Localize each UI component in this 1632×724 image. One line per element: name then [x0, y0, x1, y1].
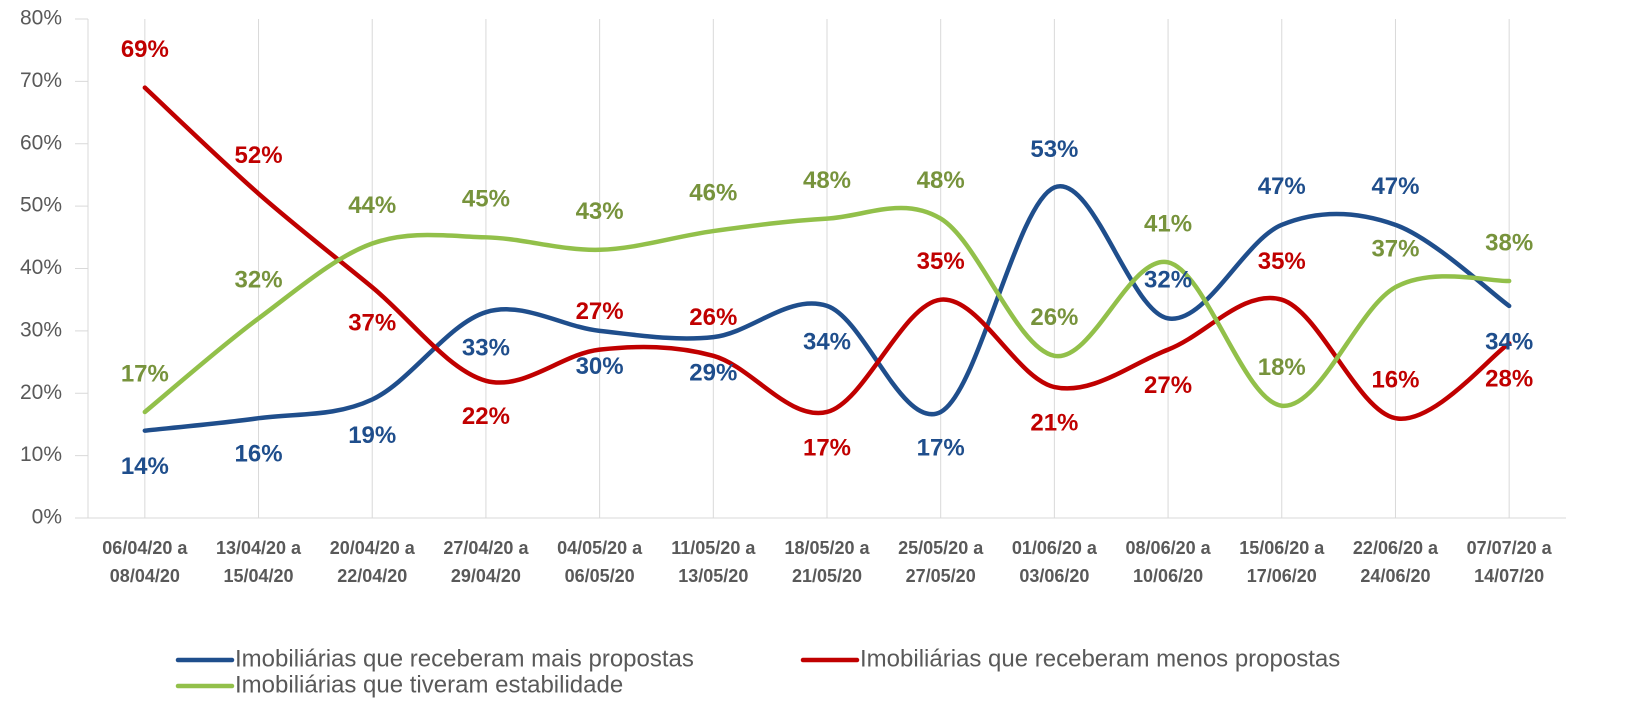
x-tick-label: 13/04/20 a 15/04/20 — [216, 538, 302, 586]
x-tick-line: 13/04/20 a — [216, 538, 302, 558]
x-tick-label: 20/04/20 a 22/04/20 — [330, 538, 416, 586]
x-tick-line: 15/04/20 — [223, 566, 293, 586]
x-tick-label: 01/06/20 a 03/06/20 — [1012, 538, 1098, 586]
data-label: 17% — [121, 360, 169, 387]
data-label: 34% — [1485, 328, 1533, 355]
x-tick-label: 11/05/20 a 13/05/20 — [671, 538, 756, 586]
data-label: 16% — [1371, 367, 1419, 394]
data-label: 29% — [689, 359, 737, 386]
x-tick-line: 22/06/20 a — [1353, 538, 1439, 558]
x-tick-label: 07/07/20 a 14/07/20 — [1467, 538, 1553, 586]
data-label: 38% — [1485, 229, 1533, 256]
x-tick-line: 21/05/20 — [792, 566, 862, 586]
x-tick-line: 08/06/20 a — [1126, 538, 1212, 558]
x-tick-line: 17/06/20 — [1247, 566, 1317, 586]
data-label: 16% — [235, 441, 283, 468]
x-tick-line: 18/05/20 a — [784, 538, 870, 558]
data-label: 35% — [917, 248, 965, 275]
data-label: 28% — [1485, 366, 1533, 393]
data-label: 32% — [235, 267, 283, 294]
legend-label: Imobiliárias que receberam mais proposta… — [235, 645, 694, 672]
x-tick-line: 11/05/20 a — [671, 538, 756, 558]
x-tick-line: 15/06/20 a — [1239, 538, 1325, 558]
x-tick-line: 27/05/20 — [906, 566, 976, 586]
x-tick-line: 01/06/20 a — [1012, 538, 1098, 558]
y-tick-label: 70% — [20, 69, 62, 92]
data-label: 37% — [348, 310, 396, 337]
data-label: 17% — [917, 434, 965, 461]
x-tick-line: 03/06/20 — [1019, 566, 1089, 586]
data-label: 26% — [1030, 304, 1078, 331]
x-tick-line: 24/06/20 — [1360, 566, 1430, 586]
data-label: 44% — [348, 192, 396, 219]
x-tick-line: 14/07/20 — [1474, 566, 1544, 586]
y-tick-label: 20% — [20, 381, 62, 404]
data-label: 48% — [803, 167, 851, 194]
data-label: 41% — [1144, 211, 1192, 238]
data-label: 46% — [689, 179, 737, 206]
x-tick-line: 08/04/20 — [110, 566, 180, 586]
x-tick-label: 27/04/20 a 29/04/20 — [443, 538, 529, 586]
x-tick-label: 06/04/20 a 08/04/20 — [102, 538, 188, 586]
x-tick-line: 13/05/20 — [678, 566, 748, 586]
x-tick-line: 10/06/20 — [1133, 566, 1203, 586]
x-tick-line: 04/05/20 a — [557, 538, 643, 558]
x-tick-label: 15/06/20 a 17/06/20 — [1239, 538, 1325, 586]
x-tick-label: 18/05/20 a 21/05/20 — [784, 538, 870, 586]
x-tick-label: 25/05/20 a 27/05/20 — [898, 538, 984, 586]
data-label: 21% — [1030, 409, 1078, 436]
y-tick-label: 30% — [20, 318, 62, 341]
series-line — [142, 184, 1512, 433]
legend-label: Imobiliárias que receberam menos propost… — [860, 645, 1340, 672]
series-line — [142, 205, 1512, 415]
y-tick-label: 60% — [20, 131, 62, 154]
x-tick-line: 27/04/20 a — [443, 538, 529, 558]
data-label: 14% — [121, 453, 169, 480]
data-label: 30% — [576, 353, 624, 380]
series-line — [142, 85, 1512, 421]
y-tick-label: 80% — [20, 7, 62, 30]
x-tick-label: 08/06/20 a 10/06/20 — [1126, 538, 1212, 586]
x-tick-label: 04/05/20 a 06/05/20 — [557, 538, 643, 586]
data-label: 37% — [1371, 236, 1419, 263]
data-label: 26% — [689, 304, 737, 331]
x-tick-line: 06/05/20 — [565, 566, 635, 586]
data-label: 18% — [1258, 354, 1306, 381]
x-tick-label: 22/06/20 a 24/06/20 — [1353, 538, 1439, 586]
data-label: 52% — [235, 142, 283, 169]
data-label: 22% — [462, 403, 510, 430]
y-tick-label: 0% — [32, 506, 62, 529]
data-label: 43% — [576, 198, 624, 225]
y-tick-label: 50% — [20, 194, 62, 217]
data-label: 34% — [803, 328, 851, 355]
data-label: 69% — [121, 36, 169, 63]
data-label: 27% — [576, 298, 624, 325]
data-label: 17% — [803, 434, 851, 461]
x-tick-line: 20/04/20 a — [330, 538, 416, 558]
data-label: 33% — [462, 335, 510, 362]
x-tick-line: 29/04/20 — [451, 566, 521, 586]
y-tick-label: 40% — [20, 256, 62, 279]
data-label: 32% — [1144, 267, 1192, 294]
data-label: 35% — [1258, 248, 1306, 275]
x-tick-line: 07/07/20 a — [1467, 538, 1553, 558]
data-label: 53% — [1030, 136, 1078, 163]
data-label: 47% — [1258, 173, 1306, 200]
x-tick-line: 06/04/20 a — [102, 538, 188, 558]
x-tick-line: 25/05/20 a — [898, 538, 984, 558]
data-label: 45% — [462, 186, 510, 213]
data-label: 19% — [348, 422, 396, 449]
data-label: 48% — [917, 167, 965, 194]
data-label: 47% — [1371, 173, 1419, 200]
y-tick-label: 10% — [20, 443, 62, 466]
x-tick-line: 22/04/20 — [337, 566, 407, 586]
data-label: 27% — [1144, 372, 1192, 399]
legend-label: Imobiliárias que tiveram estabilidade — [235, 671, 623, 698]
